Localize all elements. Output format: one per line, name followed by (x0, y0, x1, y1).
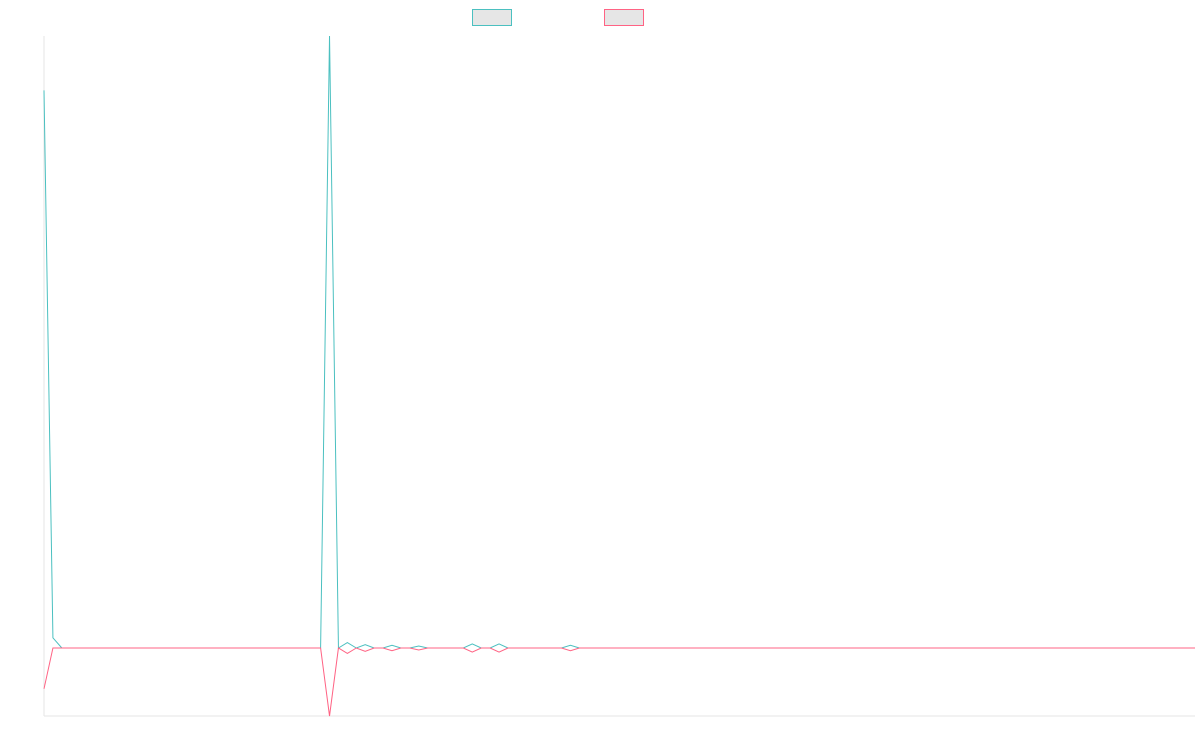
chart-series (43, 35, 1195, 717)
legend-swatch-series-2[interactable] (604, 9, 644, 26)
series-line-1 (43, 35, 1195, 649)
chart-axes (43, 36, 1195, 717)
series-line-2 (43, 647, 1195, 717)
legend-swatch-series-1[interactable] (472, 9, 512, 26)
